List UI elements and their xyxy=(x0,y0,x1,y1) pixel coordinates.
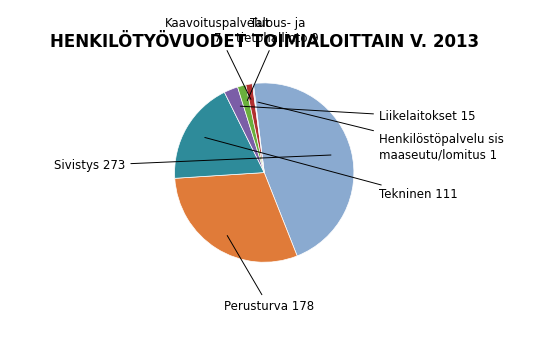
Wedge shape xyxy=(253,83,264,173)
Text: Kaavoituspalvelut
7: Kaavoituspalvelut 7 xyxy=(165,17,271,99)
Text: Henkilöstöpalvelu sis
maaseutu/lomitus 1: Henkilöstöpalvelu sis maaseutu/lomitus 1 xyxy=(258,102,504,162)
Text: Talous- ja
tietohallinto 9: Talous- ja tietohallinto 9 xyxy=(236,17,319,100)
Wedge shape xyxy=(246,84,264,173)
Wedge shape xyxy=(224,87,264,173)
Wedge shape xyxy=(174,92,264,178)
Text: Sivistys 273: Sivistys 273 xyxy=(54,155,331,172)
Wedge shape xyxy=(175,173,297,262)
Text: Liikelaitokset 15: Liikelaitokset 15 xyxy=(240,106,476,124)
Title: HENKILÖTYÖVUODET TOIMIALOITTAIN V. 2013: HENKILÖTYÖVUODET TOIMIALOITTAIN V. 2013 xyxy=(50,33,479,51)
Wedge shape xyxy=(253,83,354,256)
Text: Perusturva 178: Perusturva 178 xyxy=(224,235,314,313)
Text: Tekninen 111: Tekninen 111 xyxy=(205,137,458,202)
Wedge shape xyxy=(238,85,264,173)
